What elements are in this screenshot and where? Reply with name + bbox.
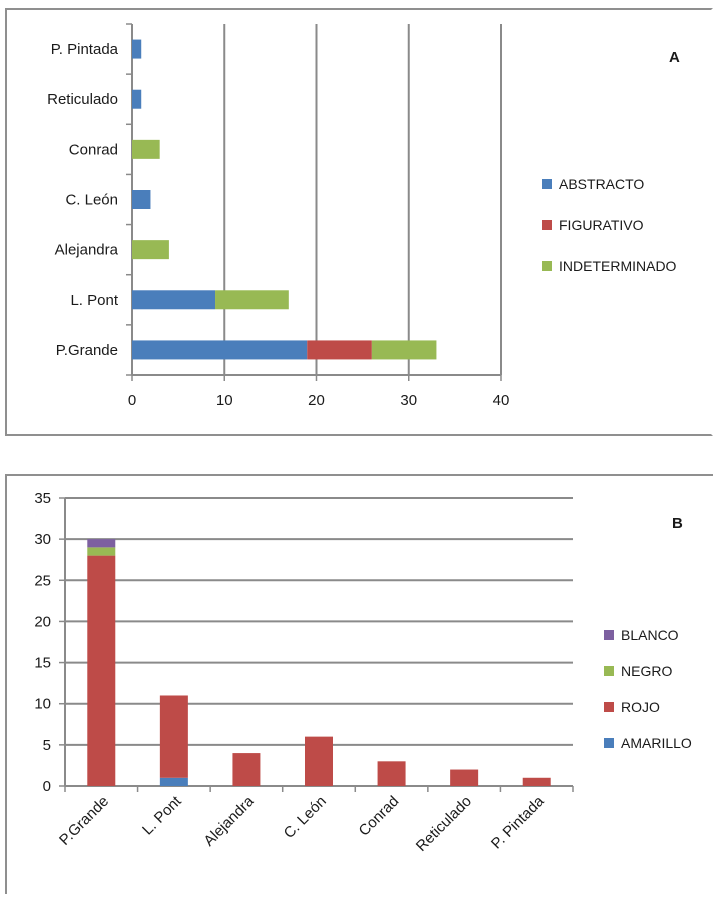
chart-a: 0 10 20 30 40 P.Grande L. Pont Alejandra C. León… [47, 23, 680, 409]
bar-indeterminado-p-grande [371, 340, 437, 360]
chart-b: 0 5 10 15 20 25 30 35 P.Grande L. Pont Alejandra C.… [34, 490, 692, 855]
legend-label-figurativo: FIGURATIVO [559, 217, 644, 233]
legend-swatch-figurativo [542, 220, 552, 230]
bar-rojo-c-leon [305, 736, 333, 786]
category-label-p-pintada: P. Pintada [51, 41, 119, 58]
x-tick-label: 30 [400, 392, 417, 409]
bar-indeterminado-alejandra [132, 240, 169, 260]
legend-swatch-indeterminado [542, 261, 552, 271]
category-label-alejandra: Alejandra [200, 792, 257, 849]
legend-swatch-amarillo [604, 738, 614, 748]
panel-label-b: B [672, 515, 683, 532]
y-tick-label: 25 [34, 572, 51, 589]
y-tick-label: 0 [43, 778, 51, 795]
legend-label-rojo: ROJO [621, 699, 660, 715]
legend-swatch-abstracto [542, 179, 552, 189]
legend-swatch-rojo [604, 702, 614, 712]
category-label-p-grande: P.Grande [56, 793, 112, 849]
panel-label-a: A [669, 49, 680, 66]
bar-negro-p-grande [87, 547, 116, 556]
category-label-conrad: Conrad [69, 141, 118, 158]
category-label-c-leon: C. León [281, 793, 330, 842]
bar-abstracto-c-leon [132, 190, 151, 209]
y-tick-label: 15 [34, 655, 51, 672]
bar-rojo-p-pintada [522, 777, 551, 786]
legend-label-indeterminado: INDETERMINADO [559, 258, 677, 274]
legend-label-amarillo: AMARILLO [621, 735, 692, 751]
bar-rojo-alejandra [232, 753, 261, 786]
bar-rojo-conrad [377, 761, 406, 786]
category-label-conrad: Conrad [356, 793, 403, 840]
chart-a-panel: 0 10 20 30 40 P.Grande L. Pont Alejandra C. León… [5, 8, 713, 436]
x-tick-label: 20 [308, 392, 325, 409]
legend-label-negro: NEGRO [621, 663, 672, 679]
y-tick-label: 5 [43, 737, 51, 754]
x-tick-label: 40 [493, 392, 510, 409]
legend-label-abstracto: ABSTRACTO [559, 176, 644, 192]
category-label-p-pintada: P. Pintada [488, 792, 548, 852]
category-label-p-grande: P.Grande [56, 342, 118, 359]
bar-blanco-p-grande [87, 539, 116, 548]
chart-b-panel: 0 5 10 15 20 25 30 35 P.Grande L. Pont Alejandra C.… [5, 474, 713, 894]
bar-abstracto-reticulado [132, 89, 142, 109]
bar-figurativo-p-grande [307, 340, 372, 360]
bar-indeterminado-l-pont [215, 290, 289, 310]
bar-abstracto-p-grande [132, 340, 308, 360]
x-tick-label: 10 [216, 392, 233, 409]
legend-swatch-blanco [604, 630, 614, 640]
y-tick-label: 35 [34, 490, 51, 507]
bar-abstracto-p-pintada [132, 39, 142, 59]
bar-rojo-reticulado [450, 769, 479, 786]
legend-label-blanco: BLANCO [621, 627, 679, 643]
category-label-l-pont: L. Pont [70, 292, 118, 309]
bar-rojo-p-grande [87, 555, 116, 786]
y-tick-label: 20 [34, 613, 51, 630]
bar-amarillo-l-pont [159, 777, 188, 786]
y-tick-label: 30 [34, 531, 51, 548]
category-label-reticulado: Reticulado [413, 793, 475, 855]
legend-swatch-negro [604, 666, 614, 676]
category-label-c-leon: C. León [65, 192, 118, 209]
bar-indeterminado-conrad [132, 139, 160, 159]
category-label-reticulado: Reticulado [47, 91, 118, 108]
x-tick-label: 0 [128, 392, 136, 409]
bar-rojo-l-pont [159, 695, 188, 778]
category-label-l-pont: L. Pont [139, 792, 185, 838]
bar-abstracto-l-pont [132, 290, 216, 310]
y-tick-label: 10 [34, 696, 51, 713]
category-label-alejandra: Alejandra [55, 242, 119, 259]
